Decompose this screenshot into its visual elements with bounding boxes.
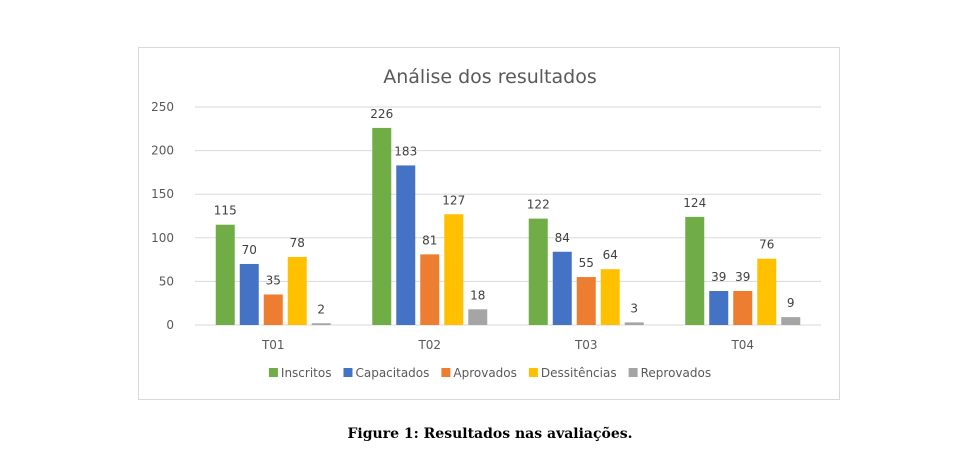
bar-dessitências-t04 (757, 258, 777, 325)
bar-capacitados-t03 (552, 251, 572, 325)
legend-swatch (268, 368, 278, 377)
bar-dessitências-t01 (287, 256, 307, 325)
legend-item: Aprovados (441, 366, 517, 380)
data-label: 3 (630, 301, 638, 315)
data-label: 2 (317, 302, 325, 316)
data-label: 127 (442, 193, 465, 207)
y-axis-ticks: 0 50 100 150 200 250 (151, 100, 174, 332)
legend-swatch (528, 368, 538, 377)
legend-swatch (441, 368, 451, 377)
bar-aprovados-t03 (576, 277, 596, 325)
bar-aprovados-t04 (733, 290, 753, 325)
legend-label: Inscritos (281, 366, 332, 380)
legend-swatch (343, 368, 353, 377)
data-label: 35 (266, 273, 281, 287)
data-label: 183 (394, 144, 417, 158)
x-tick-label: T03 (574, 338, 598, 352)
data-label: 18 (470, 288, 485, 302)
bar-capacitados-t01 (239, 263, 259, 325)
x-tick-label: T02 (417, 338, 441, 352)
x-tick-label: T01 (261, 338, 285, 352)
bar-dessitências-t03 (600, 269, 620, 325)
bar-capacitados-t04 (709, 290, 729, 325)
x-axis-ticks: T01 T02 T03 T04 (261, 338, 754, 352)
y-tick-label: 0 (166, 318, 174, 332)
data-label: 226 (370, 107, 393, 121)
chart-frame: Análise dos resultados 0 50 100 150 200 250 1… (138, 47, 840, 400)
y-tick-label: 50 (159, 274, 174, 288)
data-label: 39 (711, 270, 726, 284)
bar-chart: Análise dos resultados 0 50 100 150 200 250 1… (151, 66, 821, 380)
bar-reprovados-t01 (311, 323, 331, 325)
data-label: 76 (759, 238, 774, 252)
bar-dessitências-t02 (444, 214, 464, 325)
bar-capacitados-t02 (396, 165, 416, 325)
bar-inscritos-t03 (528, 218, 548, 325)
data-label: 124 (683, 196, 706, 210)
legend-item: Dessitências (528, 366, 617, 380)
y-tick-label: 100 (151, 231, 174, 245)
bar-reprovados-t02 (468, 309, 488, 325)
data-label: 115 (214, 204, 237, 218)
bar-aprovados-t02 (420, 254, 440, 325)
legend-item: Reprovados (628, 366, 711, 380)
bar-reprovados-t04 (781, 317, 801, 325)
bar-inscritos-t01 (215, 224, 235, 325)
bar-reprovados-t03 (624, 322, 644, 325)
data-label: 64 (603, 248, 618, 262)
chart-title: Análise dos resultados (383, 66, 596, 88)
legend-swatch (628, 368, 638, 377)
data-label: 39 (735, 270, 750, 284)
data-label: 9 (787, 296, 795, 310)
data-label: 84 (555, 231, 570, 245)
data-labels: 115 70 35 78 2 226 183 81 127 18 122 84 55 64 3 124 39 39… (214, 107, 795, 316)
legend-label: Reprovados (641, 366, 711, 380)
data-label: 81 (422, 233, 437, 247)
legend-item: Capacitados (343, 366, 429, 380)
data-label: 70 (242, 243, 257, 257)
figure-caption: Figure 1: Resultados nas avaliações. (347, 426, 633, 442)
x-tick-label: T04 (730, 338, 754, 352)
y-tick-label: 250 (151, 100, 174, 114)
legend-item: Inscritos (268, 366, 332, 380)
bars (215, 127, 801, 325)
legend-label: Dessitências (541, 366, 617, 380)
y-tick-label: 200 (151, 144, 174, 158)
bar-inscritos-t04 (685, 216, 705, 325)
legend-label: Aprovados (453, 366, 517, 380)
legend-label: Capacitados (355, 366, 429, 380)
bar-inscritos-t02 (372, 127, 392, 325)
data-label: 55 (579, 256, 594, 270)
bar-aprovados-t01 (263, 294, 283, 325)
data-label: 78 (290, 236, 305, 250)
y-tick-label: 150 (151, 187, 174, 201)
legend: Inscritos Capacitados Aprovados Dessitência… (268, 366, 711, 380)
data-label: 122 (527, 198, 550, 212)
